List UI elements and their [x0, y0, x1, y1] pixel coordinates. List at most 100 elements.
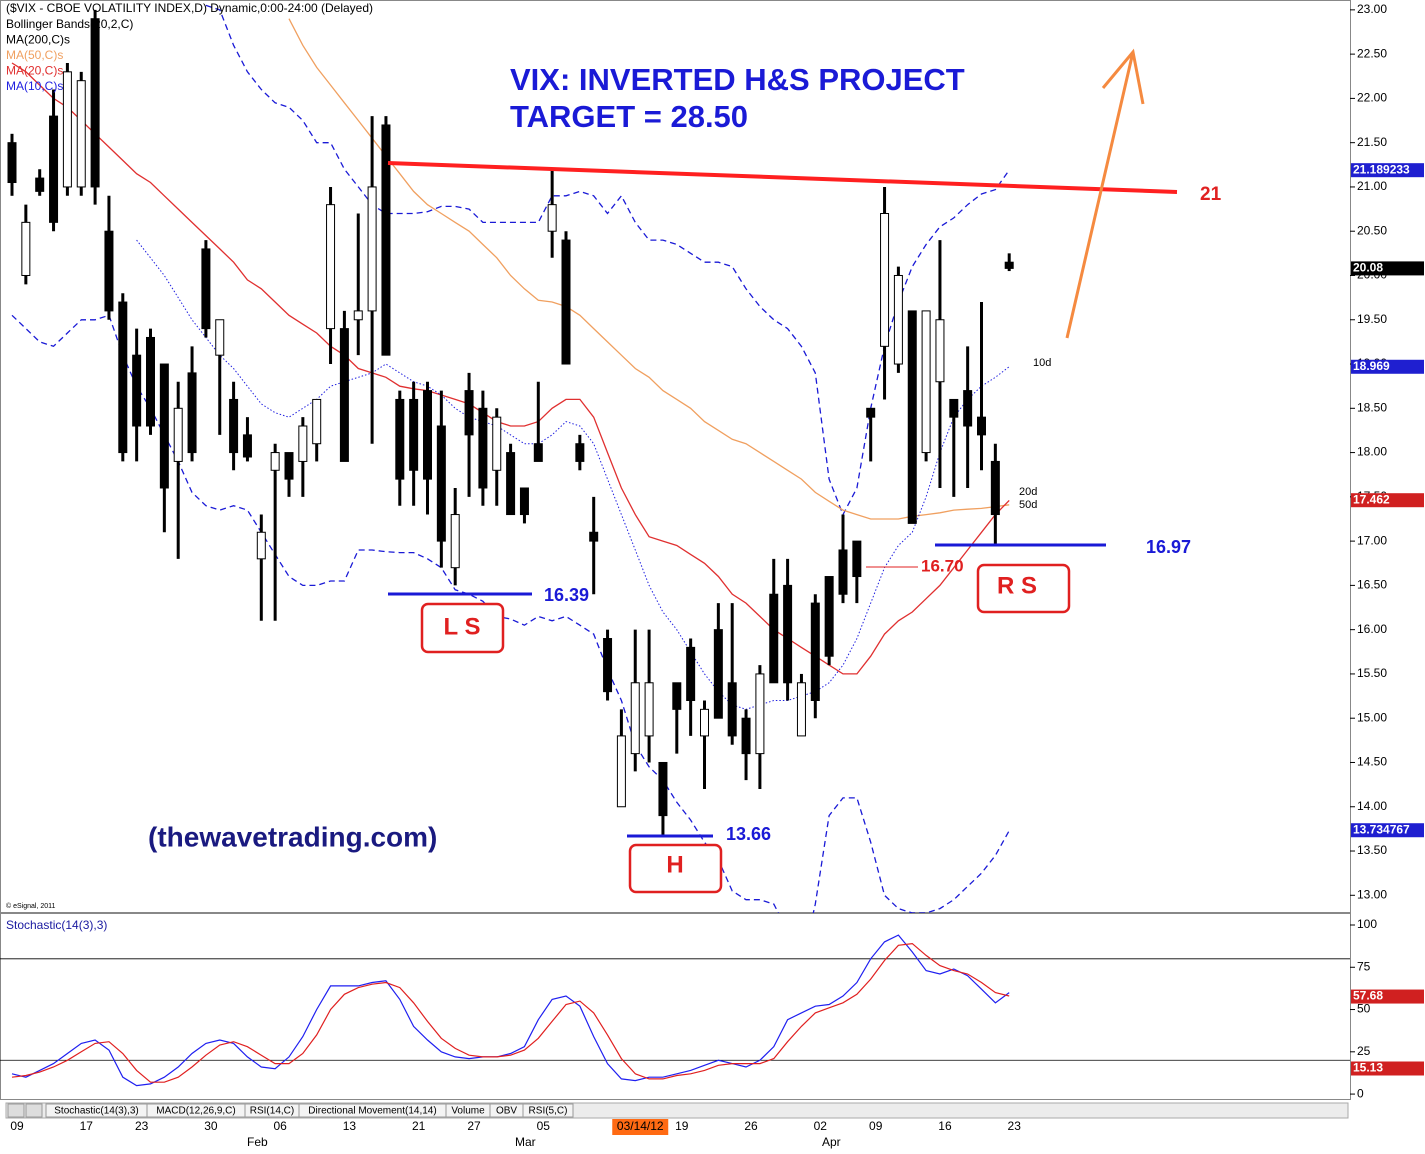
panel-title: Stochastic(14(3),3)	[6, 918, 107, 932]
y-tick-label: 16.50	[1357, 578, 1387, 592]
candle-body	[187, 372, 197, 454]
indicator-tab-label[interactable]: MACD(12,26,9,C)	[156, 1106, 235, 1117]
x-tick-label: 05	[537, 1119, 551, 1133]
candle-body	[409, 398, 419, 471]
indicator-tab-label[interactable]: OBV	[496, 1106, 517, 1117]
candle-body	[630, 682, 640, 755]
indicator-line	[136, 239, 1010, 710]
candle-body	[298, 425, 308, 462]
y-tick-label: 16.00	[1357, 622, 1387, 636]
candle-body	[173, 407, 183, 462]
y-tick-label: 100	[1357, 917, 1377, 931]
candle-body	[35, 177, 45, 192]
month-label: Feb	[247, 1135, 268, 1149]
price-flag	[1351, 1061, 1424, 1076]
month-label: Apr	[822, 1135, 841, 1149]
candle-body	[146, 336, 155, 427]
candle-body	[90, 18, 100, 188]
x-tick-label: 13	[343, 1119, 357, 1133]
label-box	[628, 843, 723, 894]
y-tick-label: 22.50	[1357, 46, 1387, 60]
stoch-line	[11, 942, 1010, 1083]
candle-body	[686, 646, 696, 701]
y-tick-label: 17.00	[1357, 533, 1387, 547]
candle-body	[423, 390, 432, 480]
tab-scroll[interactable]	[25, 1103, 43, 1118]
candle-body	[478, 407, 488, 489]
indicator-line	[11, 62, 1010, 675]
candle-body	[506, 452, 516, 516]
candle-body	[700, 708, 709, 737]
headline: TARGET = 28.50	[510, 99, 748, 134]
price-flag-label: 20.08	[1353, 261, 1383, 275]
tab-scroll[interactable]	[7, 1103, 25, 1118]
indicator-tab-label[interactable]: Volume	[451, 1106, 485, 1117]
y-tick-label: 19.50	[1357, 312, 1387, 326]
candle-body	[367, 186, 377, 312]
candle-body	[104, 230, 114, 312]
legend-entry: Bollinger Bands(20,2,C)	[6, 17, 133, 31]
price-flag-label: 57.68	[1353, 989, 1383, 1003]
y-tick-label: 21.00	[1357, 179, 1387, 193]
candle-body	[49, 115, 59, 223]
candle-body	[215, 319, 225, 356]
x-tick-label: 21	[412, 1119, 426, 1133]
ma-label: 20d	[1019, 486, 1037, 498]
candle-body	[810, 602, 820, 701]
candle-body	[312, 398, 322, 445]
shoulder-label: R S	[997, 572, 1037, 599]
site-label: (thewavetrading.com)	[148, 821, 437, 852]
y-tick-label: 15.50	[1357, 666, 1387, 680]
y-tick-label: 50	[1357, 1002, 1371, 1016]
stoch-plot	[0, 934, 1350, 1087]
candle-body	[921, 310, 931, 454]
candle-body	[603, 638, 613, 693]
neckline	[387, 161, 1178, 194]
candle-body	[561, 239, 571, 365]
candle-body	[796, 682, 806, 737]
main-plot	[7, 4, 1014, 913]
indicator-tab-label[interactable]: Stochastic(14(3),3)	[54, 1106, 138, 1117]
x-tick-label: 30	[204, 1119, 218, 1133]
x-tick-label: 27	[467, 1119, 481, 1133]
x-tick-label: 26	[744, 1119, 758, 1133]
legend-entry: MA(10,C)s	[6, 79, 63, 93]
chart-title: ($VIX - CBOE VOLATILITY INDEX,D) Dynamic…	[6, 1, 373, 15]
candle-body	[21, 221, 31, 276]
indicator-tab-label[interactable]: RSI(5,C)	[529, 1106, 568, 1117]
candle-body	[658, 761, 668, 817]
candle-body	[769, 593, 779, 684]
candle-body	[713, 629, 723, 719]
candle-body	[118, 301, 128, 454]
ma-label: 10d	[1033, 357, 1051, 369]
candle-body	[866, 407, 876, 418]
candle-body	[436, 425, 446, 542]
x-tick-label: 03/14/12	[617, 1119, 664, 1133]
candle-body	[907, 310, 917, 524]
neckline-label: 21	[1200, 184, 1222, 205]
price-flag-label: 15.13	[1353, 1061, 1383, 1075]
month-label: Mar	[515, 1135, 536, 1149]
indicator-tab-label[interactable]: Directional Movement(14,14)	[308, 1106, 436, 1117]
candle-body	[284, 452, 294, 480]
x-tick-label: 02	[814, 1119, 828, 1133]
candle-body	[949, 398, 959, 418]
indicator-line	[205, 4, 1010, 517]
candle-body	[339, 328, 349, 462]
price-flag	[1351, 359, 1424, 374]
copyright: © eSignal, 2011	[6, 902, 56, 910]
indicator-tab[interactable]	[522, 1103, 574, 1118]
stoch-panel	[0, 913, 1351, 1100]
headline: VIX: INVERTED H&S PROJECT	[510, 62, 965, 97]
y-tick-label: 23.00	[1357, 2, 1387, 16]
candle-body	[616, 735, 626, 808]
candle-body	[783, 584, 793, 684]
candle-body	[893, 274, 903, 365]
candle-body	[727, 682, 737, 737]
x-tick-label: 16	[938, 1119, 952, 1133]
indicator-tab-label[interactable]: RSI(14,C)	[250, 1106, 294, 1117]
candle-body	[589, 531, 599, 542]
cursor-date-bg	[612, 1119, 669, 1135]
y-tick-label: 0	[1357, 1086, 1364, 1100]
